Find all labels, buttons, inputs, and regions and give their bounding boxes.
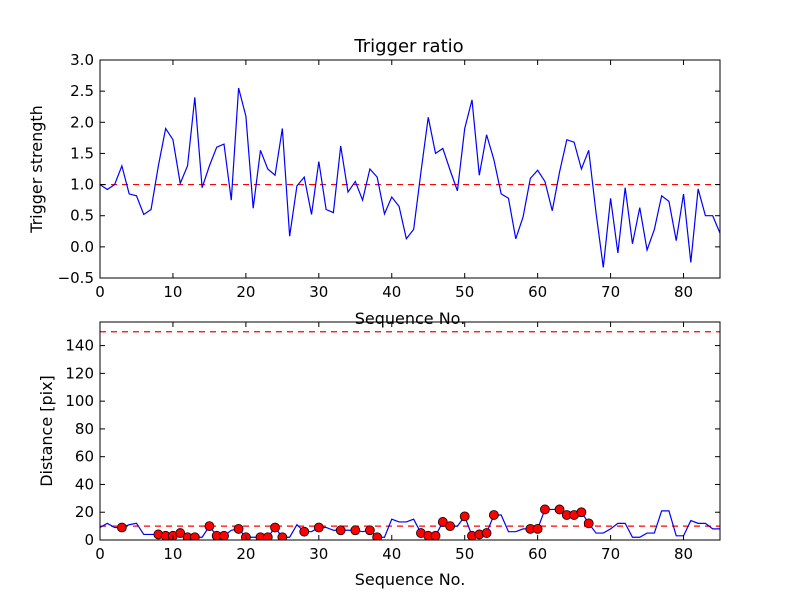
top-x-tick-label: 0 (95, 283, 105, 301)
bottom-data-point (583, 518, 594, 529)
bottom-series-line (100, 508, 720, 538)
top-y-axis-label: Trigger strength (27, 105, 46, 234)
top-axes-frame (99, 59, 721, 279)
top-y-tick-label: 2.5 (70, 82, 94, 100)
bottom-data-point (350, 525, 361, 536)
bottom-x-tick-label: 20 (236, 545, 255, 563)
bottom-data-point (233, 523, 244, 534)
top-y-tick-label: 1.0 (70, 176, 94, 194)
bottom-data-point (313, 522, 324, 533)
bottom-y-tick-label: 120 (65, 364, 94, 382)
bottom-x-tick-label: 30 (309, 545, 328, 563)
bottom-data-point (175, 528, 186, 538)
top-x-tick-label: 10 (163, 283, 182, 301)
bottom-x-tick-label: 50 (455, 545, 474, 563)
bottom-axis-ticks: 0 10 20 30 40 50 60 70 80 0 20 40 60 80 100 120 140 (65, 322, 720, 563)
bottom-y-axis-label: Distance [pix] (37, 375, 56, 487)
bottom-data-point (116, 522, 127, 533)
bottom-y-tick-label: 0 (84, 531, 94, 549)
bottom-x-axis-label: Sequence No. (355, 570, 466, 589)
bottom-data-point (364, 525, 375, 536)
top-x-tick-label: 30 (309, 283, 328, 301)
bottom-data-point (277, 532, 288, 540)
top-series-line (100, 87, 720, 268)
bottom-data-point (430, 530, 441, 540)
top-plot-area (100, 87, 720, 268)
bottom-data-point (532, 523, 543, 534)
bottom-data-point (540, 504, 550, 515)
bottom-axes-frame (99, 321, 721, 541)
top-x-tick-label: 50 (455, 283, 474, 301)
bottom-data-point (459, 511, 470, 522)
bottom-y-tick-label: 40 (75, 475, 94, 493)
top-axis-ticks: 0 10 20 30 40 50 60 70 80 −0.5 0.0 0.5 1.0 1.5 2.0 2.5 3… (58, 51, 720, 301)
bottom-y-tick-label: 60 (75, 448, 94, 466)
top-y-tick-label: 1.5 (70, 144, 94, 162)
top-x-axis-label: Sequence No. (355, 309, 466, 328)
bottom-y-tick-label: 140 (65, 337, 94, 355)
bottom-data-point (204, 521, 215, 532)
top-y-tick-label: 2.0 (70, 113, 94, 131)
bottom-data-point (262, 532, 273, 540)
bottom-x-tick-label: 70 (601, 545, 620, 563)
bottom-data-point (270, 522, 280, 533)
bottom-data-point (219, 530, 229, 540)
bottom-data-point (445, 521, 456, 532)
bottom-y-tick-label: 20 (75, 503, 94, 521)
top-x-tick-label: 60 (528, 283, 547, 301)
bottom-plot-area (100, 331, 720, 540)
top-x-tick-label: 80 (674, 283, 693, 301)
bottom-x-tick-label: 60 (528, 545, 547, 563)
bottom-data-point (554, 504, 565, 515)
bottom-y-tick-label: 100 (65, 392, 94, 410)
bottom-data-point (437, 517, 448, 527)
bottom-x-tick-label: 10 (163, 545, 182, 563)
distance-plot: 0 10 20 30 40 50 60 70 80 0 20 40 60 80 100 120 140 Sequ… (37, 321, 721, 589)
top-x-tick-label: 40 (382, 283, 401, 301)
bottom-y-tick-label: 80 (75, 420, 94, 438)
top-y-tick-label: −0.5 (58, 269, 94, 287)
bottom-data-point (488, 510, 499, 520)
bottom-x-tick-label: 0 (95, 545, 105, 563)
bottom-x-tick-label: 40 (382, 545, 401, 563)
bottom-data-point (576, 507, 587, 518)
bottom-x-tick-label: 80 (674, 545, 693, 563)
bottom-data-point (372, 532, 383, 540)
bottom-data-point (335, 525, 346, 536)
top-chart-title: Trigger ratio (353, 36, 463, 57)
bottom-data-point (299, 526, 310, 537)
top-x-tick-label: 20 (236, 283, 255, 301)
bottom-data-point (481, 528, 492, 538)
top-y-tick-label: 0.5 (70, 207, 94, 225)
trigger-ratio-plot: Trigger ratio 0 10 20 30 40 50 60 70 80 −0.5 0.0 0.… (27, 36, 721, 328)
top-x-tick-label: 70 (601, 283, 620, 301)
top-y-tick-label: 3.0 (70, 51, 94, 69)
top-y-tick-label: 0.0 (70, 238, 94, 256)
bottom-data-point (189, 532, 200, 540)
